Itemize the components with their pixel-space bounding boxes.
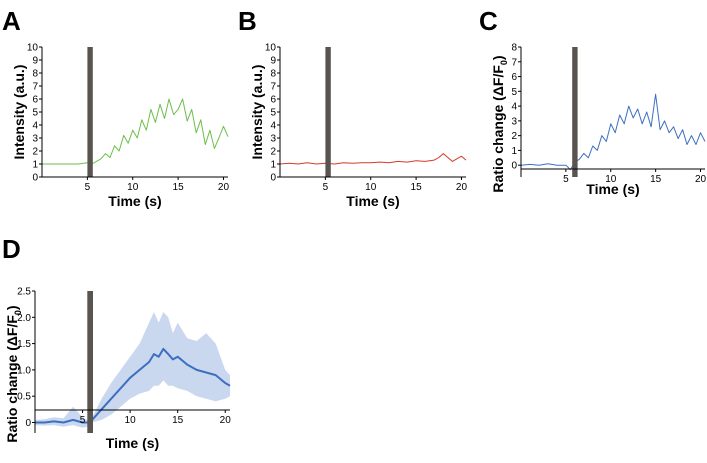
y-axis-title-main: Intensity (a.u.) [11,65,27,160]
y-tick-label: 2 [32,147,38,158]
y-axis-title-subscript: 0 [13,310,23,315]
y-tick-label: 0.5 [17,392,31,403]
y-axis-title-main: Ratio change (ΔF/F [490,65,506,193]
error-band [35,312,230,428]
x-tick-label: 10 [127,182,139,193]
y-tick-label: 1 [32,160,38,171]
panel-d: D 0 0.5 1.0 1.5 2.0 2.5 5 10 15 20 Time (s) Ratio c… [2,234,231,451]
y-tick-label: 9 [270,56,276,67]
y-tick-label: 2.0 [17,313,31,324]
y-tick-label: 0 [270,173,276,184]
y-axis-title: Ratio change (ΔF/F0) [4,305,23,442]
y-tick-label: 0 [32,173,38,184]
trace-line [520,93,706,171]
y-tick-label: 1.5 [17,339,31,350]
y-tick-label: 10 [265,43,277,54]
y-tick-label: 5 [32,108,38,119]
y-tick-label: 4 [511,102,517,113]
trace-line [42,98,229,165]
y-tick-label: 1 [511,146,517,157]
x-tick-label: 15 [411,182,423,193]
y-axis-title: Intensity (a.u.) [11,65,27,160]
x-tick-label: 20 [456,182,468,193]
y-tick-label: 8 [32,69,38,80]
y-tick-label: 2 [270,147,276,158]
x-tick-label: 20 [220,415,232,426]
x-tick-label: 5 [80,415,86,426]
stimulus-bar [325,47,331,177]
panel-letter-d: D [2,234,21,264]
stimulus-bar [87,47,93,177]
x-axis-title: Time (s) [106,435,159,451]
x-tick-label: 20 [218,182,230,193]
stimulus-bar [572,47,578,177]
y-tick-label: 5 [270,108,276,119]
y-tick-label: 6 [32,95,38,106]
y-tick-label: 7 [270,82,276,93]
y-tick-label: 8 [511,43,517,54]
y-tick-label: 2 [511,131,517,142]
y-axis-title-subscript: 0 [499,60,509,65]
x-tick-label: 10 [125,415,137,426]
y-tick-label: 2.5 [17,287,31,298]
x-tick-label: 15 [172,415,184,426]
y-tick-label: 3 [511,116,517,127]
y-axis-title-main: Ratio change (ΔF/F [4,315,20,443]
x-tick-label: 15 [173,182,185,193]
y-tick-label: 7 [511,57,517,68]
stimulus-bar [87,291,93,433]
x-tick-label: 5 [563,174,569,185]
y-tick-label: 0 [511,161,517,172]
x-axis-title: Time (s) [108,193,161,209]
panel-a: A 0 1 2 3 4 5 6 7 8 9 10 5 10 15 20 Time (s) Intensity (… [2,6,229,209]
y-tick-label: 6 [511,72,517,83]
x-tick-label: 10 [605,174,617,185]
y-tick-label: 3 [270,134,276,145]
y-tick-label: 7 [32,82,38,93]
x-tick-label: 20 [695,174,707,185]
y-tick-label: 8 [270,69,276,80]
panel-letter-b: B [238,6,257,36]
trace-line [35,347,231,424]
y-axis-title-end: ) [4,305,20,310]
y-tick-label: 1.0 [17,365,31,376]
panel-c: C 0 1 2 3 4 5 6 7 8 5 10 15 20 Time (s) Ratio change (… [479,6,707,197]
y-axis-title: Ratio change (ΔF/F0) [490,55,509,192]
x-tick-label: 5 [85,182,91,193]
y-tick-label: 4 [270,121,276,132]
x-tick-label: 5 [323,182,329,193]
x-axis-title: Time (s) [586,181,639,197]
y-axis-title: Intensity (a.u.) [249,65,265,160]
y-tick-label: 10 [27,43,39,54]
y-tick-label: 0 [25,418,31,429]
y-axis-title-main: Intensity (a.u.) [249,65,265,160]
panel-letter-c: C [479,6,498,36]
y-tick-label: 3 [32,134,38,145]
y-tick-label: 5 [511,87,517,98]
x-tick-label: 15 [650,174,662,185]
y-tick-label: 9 [32,56,38,67]
y-tick-label: 4 [32,121,38,132]
x-tick-label: 10 [365,182,377,193]
panel-b: B 0 1 2 3 4 5 6 7 8 9 10 5 10 15 20 Time (s) Intensity (… [238,6,467,209]
y-axis-title-end: ) [490,55,506,60]
y-tick-label: 1 [270,160,276,171]
x-axis-title: Time (s) [346,193,399,209]
panel-letter-a: A [2,6,21,36]
trace-line [279,153,467,165]
y-tick-label: 6 [270,95,276,106]
